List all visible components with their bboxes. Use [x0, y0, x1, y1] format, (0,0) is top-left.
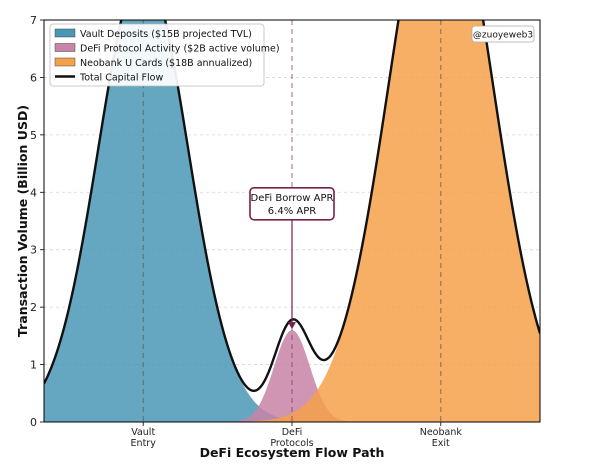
x-tick-label: Vault: [131, 427, 155, 438]
y-tick-label: 3: [30, 244, 37, 257]
y-tick-label: 0: [30, 416, 37, 429]
watermark-text: @zuoyeweb3: [473, 31, 533, 41]
y-tick-label: 7: [30, 14, 37, 27]
watermark-box: [471, 25, 535, 43]
y-tick-label: 6: [30, 71, 37, 84]
series-areas: [44, 20, 540, 422]
y-tick-label: 2: [30, 301, 37, 314]
legend: Vault Deposits ($15B projected TVL) DeFi …: [49, 23, 280, 87]
legend-swatch: [54, 43, 76, 52]
legend-label: Vault Deposits ($15B projected TVL): [80, 29, 252, 40]
legend-label: Total Capital Flow: [79, 73, 163, 84]
legend-swatch: [54, 28, 76, 38]
legend-label: Neobank U Cards ($18B annualized): [80, 58, 252, 69]
y-tick-label: 4: [30, 186, 37, 199]
x-tick-label: Protocols: [270, 438, 313, 449]
y-tick-label: 1: [30, 359, 37, 372]
series-area-1: [44, 330, 540, 422]
x-axis-label: DeFi Ecosystem Flow Path: [200, 445, 385, 460]
series-area-2: [44, 20, 540, 422]
apr-annotation: DeFi Borrow APR 6.4% APR: [249, 186, 335, 330]
legend-swatch: [54, 57, 76, 67]
y-axis-label: Transaction Volume (Billion USD): [15, 105, 30, 337]
series-area-0: [44, 20, 540, 422]
x-tick-label: DeFi: [282, 427, 303, 438]
watermark: @zuoyeweb3: [471, 25, 535, 43]
annotation-box: [249, 186, 335, 221]
x-tick-label: Entry: [131, 438, 157, 449]
x-tick-label: Neobank: [420, 427, 463, 438]
y-tick-label: 5: [30, 129, 37, 142]
legend-label: DeFi Protocol Activity ($2B active volum…: [80, 44, 280, 55]
annotation-value: 6.4% APR: [268, 206, 316, 217]
legend-box: [49, 23, 265, 87]
annotation-arrow-head: [288, 322, 296, 330]
x-tick-label: Exit: [432, 438, 450, 449]
annotation-title: DeFi Borrow APR: [251, 193, 334, 204]
